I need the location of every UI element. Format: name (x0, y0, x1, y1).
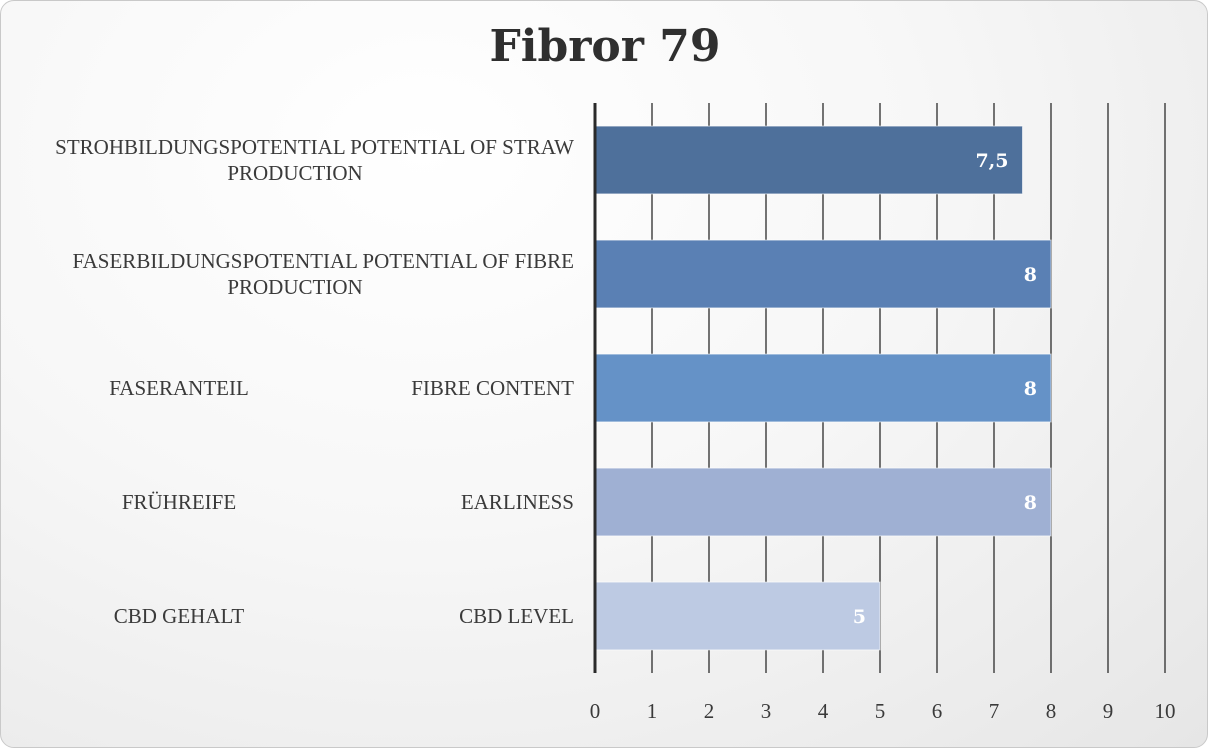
category-label-4-de: FRÜHREIFE (122, 490, 236, 514)
category-label-5-de: CBD GEHALT (114, 604, 245, 628)
category-label-4-en: EARLINESS (461, 490, 574, 514)
bar-1 (595, 125, 1023, 195)
data-label-4: 8 (1024, 492, 1037, 514)
bar-4 (595, 467, 1052, 537)
tick-label-4: 4 (818, 699, 829, 723)
bar-3 (595, 353, 1052, 423)
tick-label-6: 6 (932, 699, 943, 723)
tick-label-2: 2 (704, 699, 715, 723)
bar-5 (595, 581, 881, 651)
category-label-3-de: FASERANTEIL (109, 376, 249, 400)
tick-label-0: 0 (590, 699, 601, 723)
tick-label-7: 7 (989, 699, 1000, 723)
tick-label-10: 10 (1155, 699, 1176, 723)
bar-2 (595, 239, 1052, 309)
chart-title: Fibror 79 (490, 21, 721, 72)
tick-label-5: 5 (875, 699, 886, 723)
data-label-2: 8 (1024, 264, 1037, 286)
category-label-1-line1: STROHBILDUNGSPOTENTIAL POTENTIAL OF STRA… (55, 135, 574, 159)
data-label-3: 8 (1024, 378, 1037, 400)
tick-label-3: 3 (761, 699, 772, 723)
value-axis: 0 1 2 3 4 5 6 7 8 9 10 (590, 103, 1176, 723)
tick-label-8: 8 (1046, 699, 1057, 723)
bars: 7,5 8 8 8 5 (595, 125, 1052, 651)
category-label-5-en: CBD LEVEL (459, 604, 574, 628)
category-label-2-line1: FASERBILDUNGSPOTENTIAL POTENTIAL OF FIBR… (73, 249, 574, 273)
category-labels: STROHBILDUNGSPOTENTIAL POTENTIAL OF STRA… (55, 135, 574, 628)
tick-label-1: 1 (647, 699, 658, 723)
category-label-2-line2: PRODUCTION (227, 275, 362, 299)
data-label-1: 7,5 (975, 150, 1008, 172)
data-label-5: 5 (853, 606, 866, 628)
tick-label-9: 9 (1103, 699, 1114, 723)
category-label-3-en: FIBRE CONTENT (411, 376, 574, 400)
category-label-1-line2: PRODUCTION (227, 161, 362, 185)
